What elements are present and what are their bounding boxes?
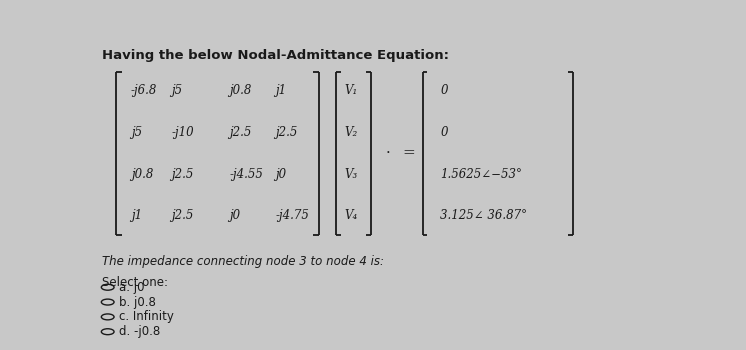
Text: a. j0: a. j0 <box>119 281 145 294</box>
Text: 1.5625∠−53°: 1.5625∠−53° <box>440 168 522 181</box>
Text: j1: j1 <box>131 209 142 222</box>
Text: c. Infinity: c. Infinity <box>119 310 174 323</box>
Text: j0.8: j0.8 <box>229 84 251 97</box>
Text: 0: 0 <box>440 126 448 139</box>
Text: -j4.75: -j4.75 <box>275 209 310 222</box>
Text: V₃: V₃ <box>345 168 358 181</box>
Text: j0: j0 <box>275 168 286 181</box>
Text: V₂: V₂ <box>345 126 358 139</box>
Text: 0: 0 <box>440 84 448 97</box>
Text: ·: · <box>386 146 391 160</box>
Text: j5: j5 <box>172 84 183 97</box>
Text: j0: j0 <box>229 209 240 222</box>
Text: j2.5: j2.5 <box>229 126 251 139</box>
Text: -j10: -j10 <box>172 126 194 139</box>
Text: V₁: V₁ <box>345 84 358 97</box>
Text: j2.5: j2.5 <box>275 126 298 139</box>
Text: d. -j0.8: d. -j0.8 <box>119 325 160 338</box>
Text: j5: j5 <box>131 126 142 139</box>
Text: j2.5: j2.5 <box>172 168 194 181</box>
Text: j1: j1 <box>275 84 286 97</box>
Text: The impedance connecting node 3 to node 4 is:: The impedance connecting node 3 to node … <box>102 255 384 268</box>
Text: V₄: V₄ <box>345 209 358 222</box>
Text: 3.125∠ 36.87°: 3.125∠ 36.87° <box>440 209 527 222</box>
Text: =: = <box>402 146 415 160</box>
Text: Having the below Nodal-Admittance Equation:: Having the below Nodal-Admittance Equati… <box>102 49 449 62</box>
Text: -j4.55: -j4.55 <box>229 168 263 181</box>
Text: Select one:: Select one: <box>102 276 168 289</box>
Text: j0.8: j0.8 <box>131 168 153 181</box>
Text: b. j0.8: b. j0.8 <box>119 295 156 309</box>
Text: -j6.8: -j6.8 <box>131 84 157 97</box>
Text: j2.5: j2.5 <box>172 209 194 222</box>
